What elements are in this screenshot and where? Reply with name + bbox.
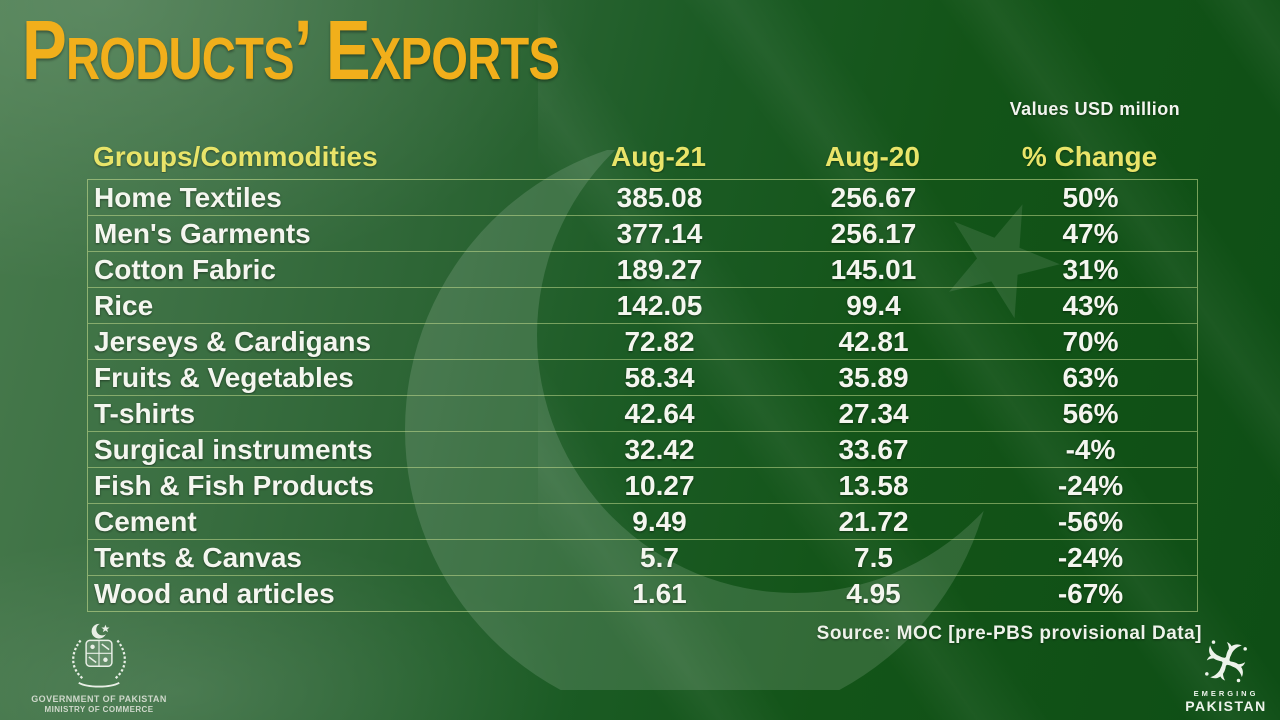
gov-line2: MINISTRY OF COMMERCE (44, 705, 154, 714)
value-cell: 10.27 (624, 469, 695, 501)
col-header-aug21: Aug-21 (611, 141, 706, 172)
table-row: Men's Garments 377.14 256.17 47% (88, 216, 1197, 252)
table-row: Wood and articles 1.61 4.95 -67% (88, 576, 1197, 612)
commodity-cell: T-shirts (94, 397, 196, 429)
commodity-cell: Rice (94, 289, 154, 321)
table-row: Rice 142.05 99.4 43% (88, 288, 1197, 324)
source-note: Source: MOC [pre-PBS provisional Data] (816, 623, 1202, 644)
emerging-line2: PAKISTAN (1185, 698, 1267, 714)
table-header: Groups/Commodities Aug-21 Aug-20 % Chang… (87, 136, 1198, 178)
commodity-cell: Jerseys & Cardigans (94, 325, 372, 357)
value-cell: -67% (1057, 578, 1124, 609)
emerging-pakistan-logo: EMERGING PAKISTAN (1178, 638, 1274, 714)
value-cell: 58.34 (624, 361, 695, 393)
pakistan-state-emblem-icon (60, 622, 138, 692)
gov-line1: GOVERNMENT OF PAKISTAN (31, 694, 167, 704)
value-cell: 31% (1062, 253, 1119, 285)
table-row: Jerseys & Cardigans 72.82 42.81 70% (88, 324, 1197, 360)
value-cell: 43% (1062, 289, 1119, 321)
value-cell: 72.82 (624, 325, 695, 357)
commodity-cell: Men's Garments (94, 217, 311, 249)
commodity-cell: Fruits & Vegetables (94, 361, 354, 393)
value-cell: 256.67 (830, 181, 917, 213)
value-cell: -4% (1065, 433, 1116, 465)
value-cell: 256.17 (830, 217, 917, 249)
table-body: Home Textiles 385.08 256.67 50% Men's Garmen… (87, 179, 1198, 612)
col-header-aug20: Aug-20 (825, 141, 920, 172)
value-cell: 21.72 (838, 505, 909, 537)
commodity-cell: Cement (94, 505, 197, 537)
value-cell: -24% (1057, 541, 1124, 573)
value-cell: 5.7 (640, 541, 679, 573)
value-cell: 33.67 (838, 433, 909, 465)
value-cell: 32.42 (624, 433, 695, 465)
value-cell: 27.34 (838, 397, 909, 429)
value-cell: 42.81 (838, 325, 909, 357)
value-cell: 189.27 (616, 253, 703, 285)
col-header-commodities: Groups/Commodities (93, 141, 378, 172)
value-cell: 56% (1062, 397, 1119, 429)
value-cell: 145.01 (830, 253, 917, 285)
commodity-cell: Cotton Fabric (94, 253, 276, 285)
value-cell: 1.61 (632, 578, 687, 609)
value-cell: 142.05 (616, 289, 703, 321)
table-row: Surgical instruments 32.42 33.67 -4% (88, 432, 1197, 468)
table-row: T-shirts 42.64 27.34 56% (88, 396, 1197, 432)
commodity-cell: Wood and articles (94, 578, 335, 609)
col-header-change: % Change (1021, 141, 1158, 172)
commodity-cell: Tents & Canvas (94, 541, 302, 573)
table-row: Cement 9.49 21.72 -56% (88, 504, 1197, 540)
commodity-cell: Surgical instruments (94, 433, 373, 465)
table-row: Tents & Canvas 5.7 7.5 -24% (88, 540, 1197, 576)
table-row: Fruits & Vegetables 58.34 35.89 63% (88, 360, 1197, 396)
value-cell: -56% (1057, 505, 1124, 537)
value-cell: 9.49 (632, 505, 687, 537)
value-cell: 50% (1062, 181, 1119, 213)
table-row: Fish & Fish Products 10.27 13.58 -24% (88, 468, 1197, 504)
government-seal-block: GOVERNMENT OF PAKISTAN MINISTRY OF COMME… (14, 622, 184, 714)
value-cell: 35.89 (838, 361, 909, 393)
value-cell: 70% (1062, 325, 1119, 357)
value-cell: 13.58 (838, 469, 909, 501)
table-row: Home Textiles 385.08 256.67 50% (88, 180, 1197, 216)
value-cell: -24% (1057, 469, 1124, 501)
commodity-cell: Fish & Fish Products (94, 469, 375, 501)
values-unit-note: Values USD million (1009, 99, 1180, 119)
value-cell: 385.08 (616, 181, 703, 213)
value-cell: 63% (1062, 361, 1119, 393)
value-cell: 99.4 (846, 289, 901, 321)
commodity-cell: Home Textiles (94, 181, 282, 213)
value-cell: 42.64 (624, 397, 695, 429)
emerging-pakistan-swirl-icon (1205, 640, 1247, 683)
value-cell: 47% (1062, 217, 1119, 249)
table-row: Cotton Fabric 189.27 145.01 31% (88, 252, 1197, 288)
emerging-line1: EMERGING (1193, 689, 1259, 698)
value-cell: 377.14 (616, 217, 703, 249)
page-title: Products’ Exports (22, 3, 560, 97)
value-cell: 7.5 (854, 541, 893, 573)
value-cell: 4.95 (846, 578, 901, 609)
